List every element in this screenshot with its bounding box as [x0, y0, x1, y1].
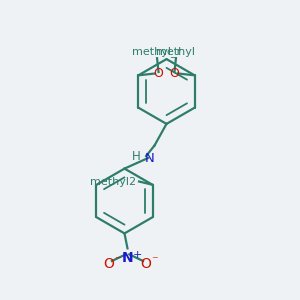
- Text: O: O: [103, 257, 114, 271]
- Text: methyl: methyl: [157, 47, 196, 57]
- Text: O: O: [141, 257, 152, 271]
- Text: +: +: [133, 250, 142, 260]
- Text: methyl_r: methyl_r: [132, 46, 182, 57]
- Text: O: O: [169, 67, 179, 80]
- Text: H: H: [132, 150, 141, 164]
- Text: ⁻: ⁻: [114, 254, 121, 268]
- Text: N: N: [122, 251, 133, 266]
- Text: O: O: [154, 67, 164, 80]
- Text: methyl2: methyl2: [90, 177, 136, 187]
- Text: N: N: [145, 152, 155, 165]
- Text: ⁻: ⁻: [152, 254, 158, 268]
